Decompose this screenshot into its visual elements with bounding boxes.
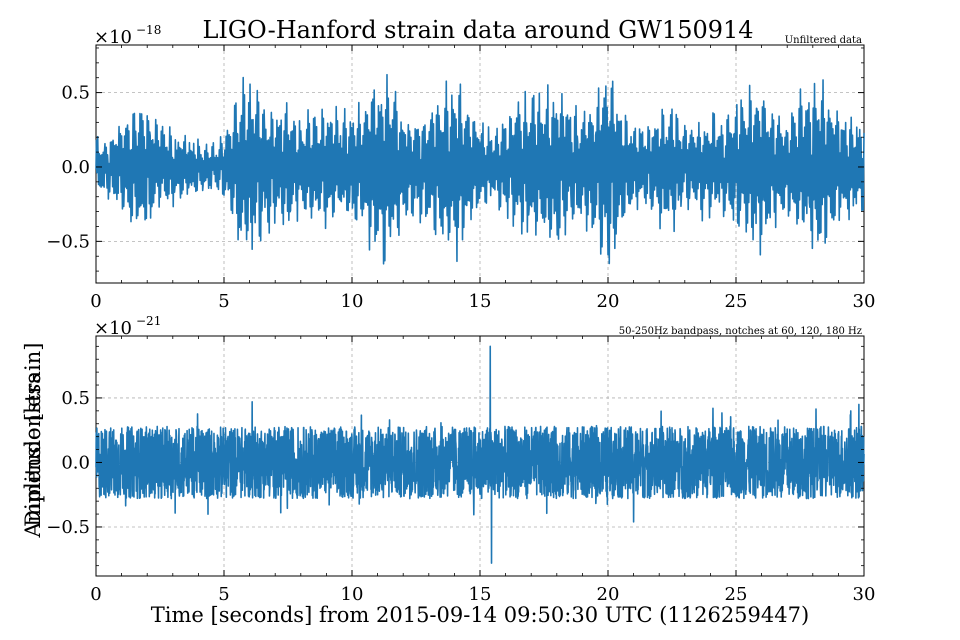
unfiltered-x-tick-label: 0 — [90, 291, 101, 312]
panel-unfiltered-scale-exponent: −18 — [136, 23, 161, 37]
chart-title: LIGO-Hanford strain data around GW150914 — [202, 16, 753, 44]
bandpassed-x-tick-label: 30 — [853, 584, 876, 605]
panel-unfiltered-scale-base: ×10 — [94, 27, 132, 48]
unfiltered-y-tick-label: 0.0 — [61, 157, 90, 178]
unfiltered-x-tick-label: 5 — [218, 291, 229, 312]
unfiltered-x-tick-label: 10 — [341, 291, 364, 312]
panel-bandpassed-x-ticks: 0 5 10 15 20 25 30 — [90, 336, 875, 605]
y-axis-label-amplitude: Amplitude [strain] — [21, 343, 45, 539]
bandpassed-x-tick-label: 10 — [341, 584, 364, 605]
panel-unfiltered-scale: ×10 −18 — [94, 23, 161, 48]
panel-bandpassed-scale-exponent: −21 — [136, 314, 161, 328]
unfiltered-y-tick-label: −0.5 — [46, 231, 90, 252]
bandpassed-x-tick-label: 15 — [469, 584, 492, 605]
panel-bandpassed-series — [95, 345, 865, 564]
panel-bandpassed-scale: ×10 −21 — [94, 314, 161, 339]
bandpassed-x-tick-label: 5 — [218, 584, 229, 605]
panel-unfiltered-y-ticks: −0.5 0.0 0.5 — [46, 47, 864, 272]
unfiltered-strain-line — [95, 73, 865, 265]
x-axis-label: Time [seconds] from 2015-09-14 09:50:30 … — [151, 603, 809, 627]
panel-bandpassed: 0 5 10 15 20 25 30 −0.5 0.0 0.5 50-250Hz bandpas… — [46, 314, 875, 605]
bandpassed-y-tick-label: −0.5 — [46, 517, 90, 538]
y-axis-label-dimensionless: Dimensionless — [21, 373, 45, 527]
panel-unfiltered-series — [95, 73, 865, 265]
bandpassed-strain-line — [95, 345, 865, 564]
unfiltered-x-tick-label: 30 — [853, 291, 876, 312]
unfiltered-x-tick-label: 20 — [597, 291, 620, 312]
unfiltered-y-tick-label: 0.5 — [61, 83, 90, 104]
bandpassed-y-tick-label: 0.5 — [61, 388, 90, 409]
panel-unfiltered-x-ticks: 0 5 10 15 20 25 30 — [90, 45, 875, 312]
panel-bandpassed-y-ticks: −0.5 0.0 0.5 — [46, 345, 864, 567]
panel-unfiltered-annotation: Unfiltered data — [785, 35, 862, 46]
unfiltered-x-tick-label: 25 — [725, 291, 748, 312]
bandpassed-x-tick-label: 20 — [597, 584, 620, 605]
bandpassed-y-tick-label: 0.0 — [61, 452, 90, 473]
bandpassed-x-tick-label: 0 — [90, 584, 101, 605]
panel-bandpassed-scale-base: ×10 — [94, 318, 132, 339]
panel-unfiltered: 0 5 10 15 20 25 30 −0.50.00.5 Unfiltered data … — [46, 23, 875, 312]
unfiltered-x-tick-label: 15 — [469, 291, 492, 312]
bandpassed-x-tick-label: 25 — [725, 584, 748, 605]
panel-bandpassed-annotation: 50-250Hz bandpass, notches at 60, 120, 1… — [619, 326, 862, 337]
